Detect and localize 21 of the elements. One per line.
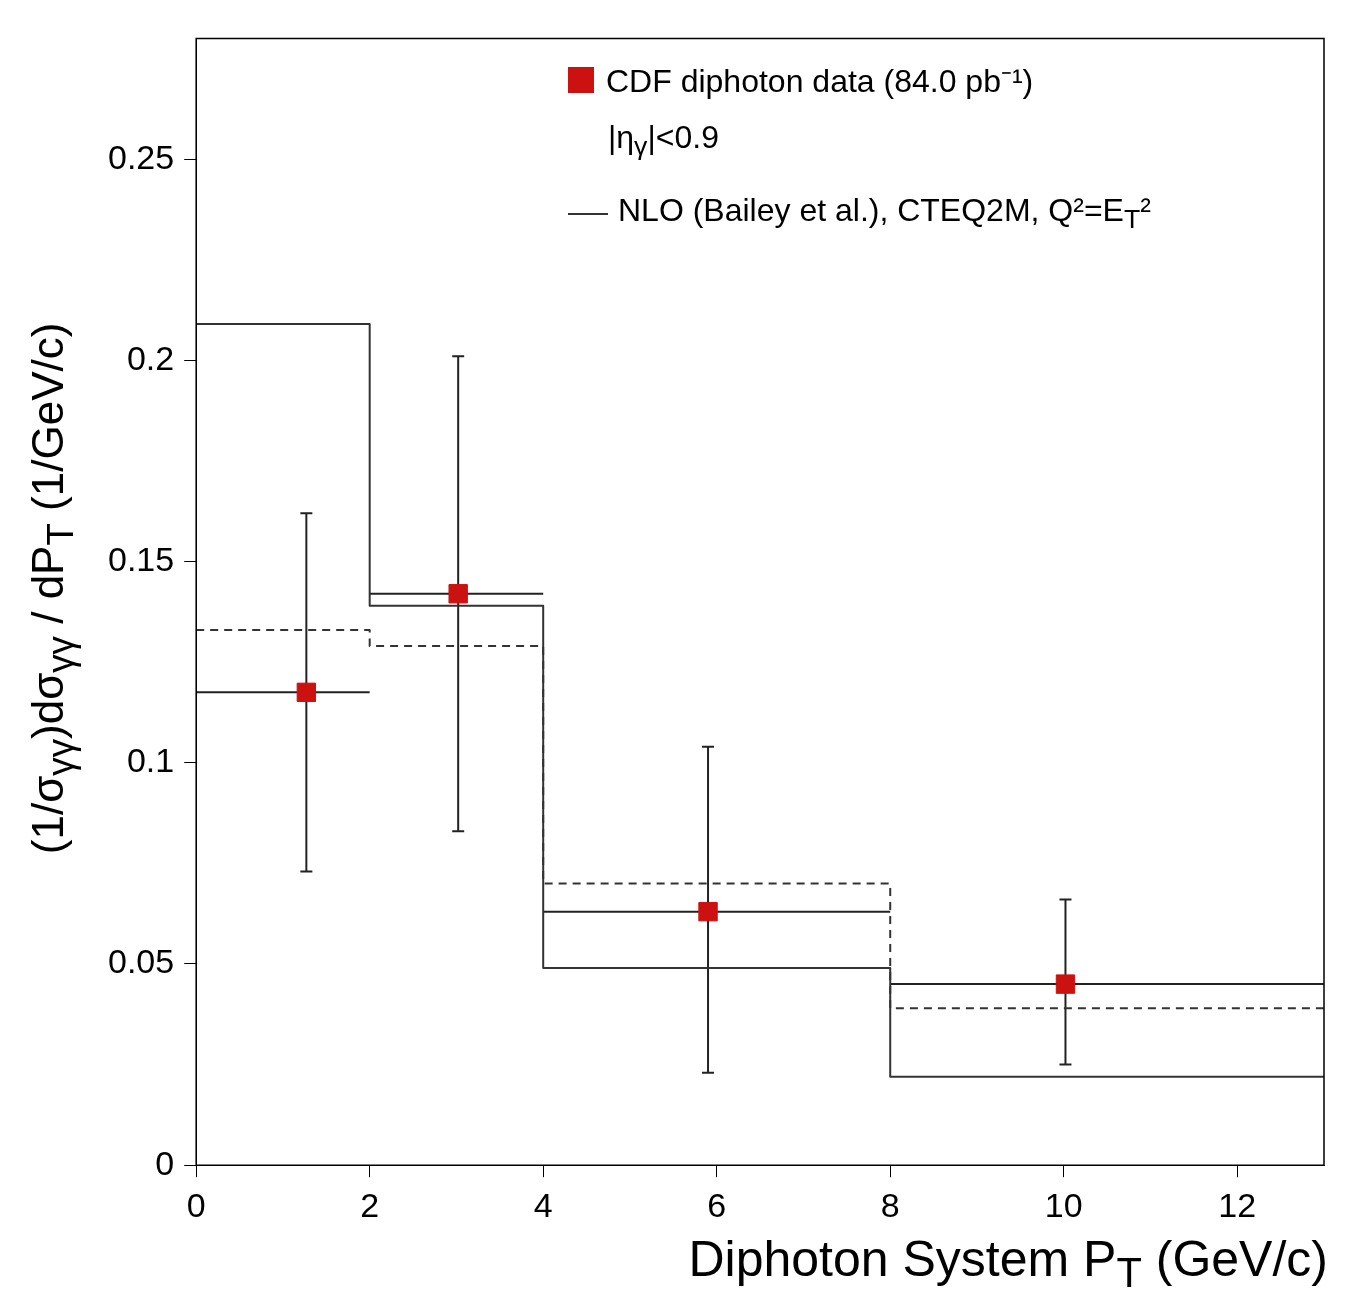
- y-tick-label: 0.2: [126, 338, 175, 377]
- y-tick-label: 0: [155, 1143, 175, 1182]
- x-tick-label: 12: [1218, 1185, 1257, 1224]
- point: [296, 682, 317, 703]
- x-tick-label: 6: [707, 1185, 727, 1224]
- y-tick-label: 0.05: [107, 942, 175, 981]
- point: [448, 584, 468, 604]
- x-tick-label: 10: [1044, 1185, 1083, 1224]
- x-tick-label: 2: [360, 1185, 380, 1224]
- y-tick-label: 0.1: [126, 741, 175, 780]
- point: [1055, 974, 1076, 994]
- point: [698, 901, 718, 922]
- y-tick-label: 0.15: [107, 539, 175, 578]
- x-tick-label: 8: [880, 1185, 900, 1224]
- legend-label: NLO (Bailey et al.), CTEQ2M, Q²=E$_{T}$²: [618, 192, 1151, 236]
- x-tick-label: 0: [186, 1185, 206, 1224]
- y-tick-label: 0.25: [107, 137, 175, 176]
- legend-label: CDF diphoton data (84.0 pb⁻¹): [606, 62, 1034, 101]
- x-tick-label: 4: [533, 1185, 553, 1224]
- annotation: |η$_{γ}$|<0.9: [608, 119, 720, 163]
- x-axis-title: Diphoton System P$_{T}$ (GeV/c): [688, 1230, 1328, 1297]
